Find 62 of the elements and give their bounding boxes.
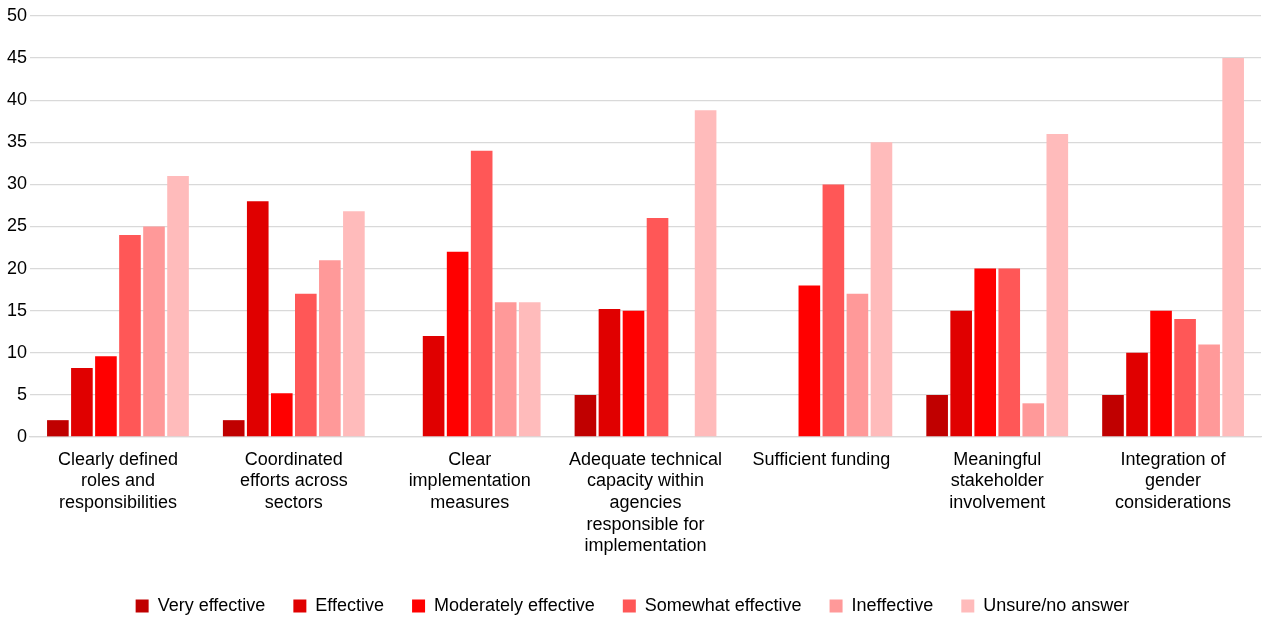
legend-label: Unsure/no answer <box>983 594 1130 615</box>
legend-label: Very effective <box>157 594 266 615</box>
bar <box>1150 310 1172 437</box>
y-tick-label: 20 <box>6 257 28 278</box>
y-tick-label: 45 <box>6 47 28 68</box>
y-tick-label: 0 <box>17 425 28 446</box>
bar <box>71 367 93 437</box>
x-tick-label: Adequate technical capacity within agencies responsible for implementation <box>568 448 723 556</box>
bar <box>319 260 341 437</box>
bar <box>143 226 165 437</box>
x-tick-label: Meaningful stakeholder involvement <box>949 448 1046 512</box>
x-tick-label: Clear implementation measures <box>408 448 531 512</box>
bar <box>270 393 293 437</box>
bar <box>846 293 869 437</box>
bar <box>694 110 717 437</box>
x-tick-label: Sufficient funding <box>752 448 891 469</box>
bar <box>1126 352 1148 437</box>
bar <box>598 309 621 437</box>
y-tick-label: 15 <box>6 299 28 320</box>
bar <box>422 335 445 437</box>
bar <box>1046 133 1069 437</box>
bar <box>47 420 69 437</box>
x-tick-label: Coordinated efforts across sectors <box>239 448 348 512</box>
bar <box>798 285 821 437</box>
legend-label: Moderately effective <box>434 594 595 615</box>
bar <box>95 356 117 437</box>
legend-label: Effective <box>315 594 385 615</box>
bar <box>646 218 669 437</box>
bar <box>446 251 469 437</box>
bar <box>574 394 597 437</box>
bar <box>222 420 245 437</box>
bar <box>870 142 893 437</box>
bar <box>1222 58 1244 437</box>
legend-label: Somewhat effective <box>644 594 802 615</box>
bar <box>1198 344 1220 437</box>
bar <box>343 211 365 437</box>
y-tick-label: 25 <box>6 215 28 236</box>
y-tick-label: 40 <box>6 89 28 110</box>
x-tick-label: Clearly defined roles and responsibilities <box>57 448 178 512</box>
y-tick-label: 30 <box>6 173 28 194</box>
bar <box>518 302 541 437</box>
bar <box>167 175 189 437</box>
bar <box>1102 394 1124 437</box>
bar <box>494 302 517 437</box>
bar <box>950 310 972 437</box>
y-tick-label: 50 <box>6 4 28 25</box>
bar <box>119 234 141 437</box>
x-tick-label: Integration of gender considerations <box>1115 448 1232 512</box>
y-tick-label: 10 <box>6 341 28 362</box>
bar <box>622 310 645 437</box>
y-tick-label: 35 <box>6 131 28 152</box>
bar <box>974 268 997 437</box>
bar <box>822 184 845 437</box>
bar <box>998 268 1021 437</box>
legend-label: Ineffective <box>851 594 934 615</box>
bar <box>926 394 948 437</box>
bar <box>1022 403 1045 437</box>
bar <box>246 201 269 437</box>
bar <box>470 150 493 437</box>
bar <box>295 293 317 437</box>
bar <box>1174 319 1196 437</box>
y-tick-label: 5 <box>17 383 28 404</box>
